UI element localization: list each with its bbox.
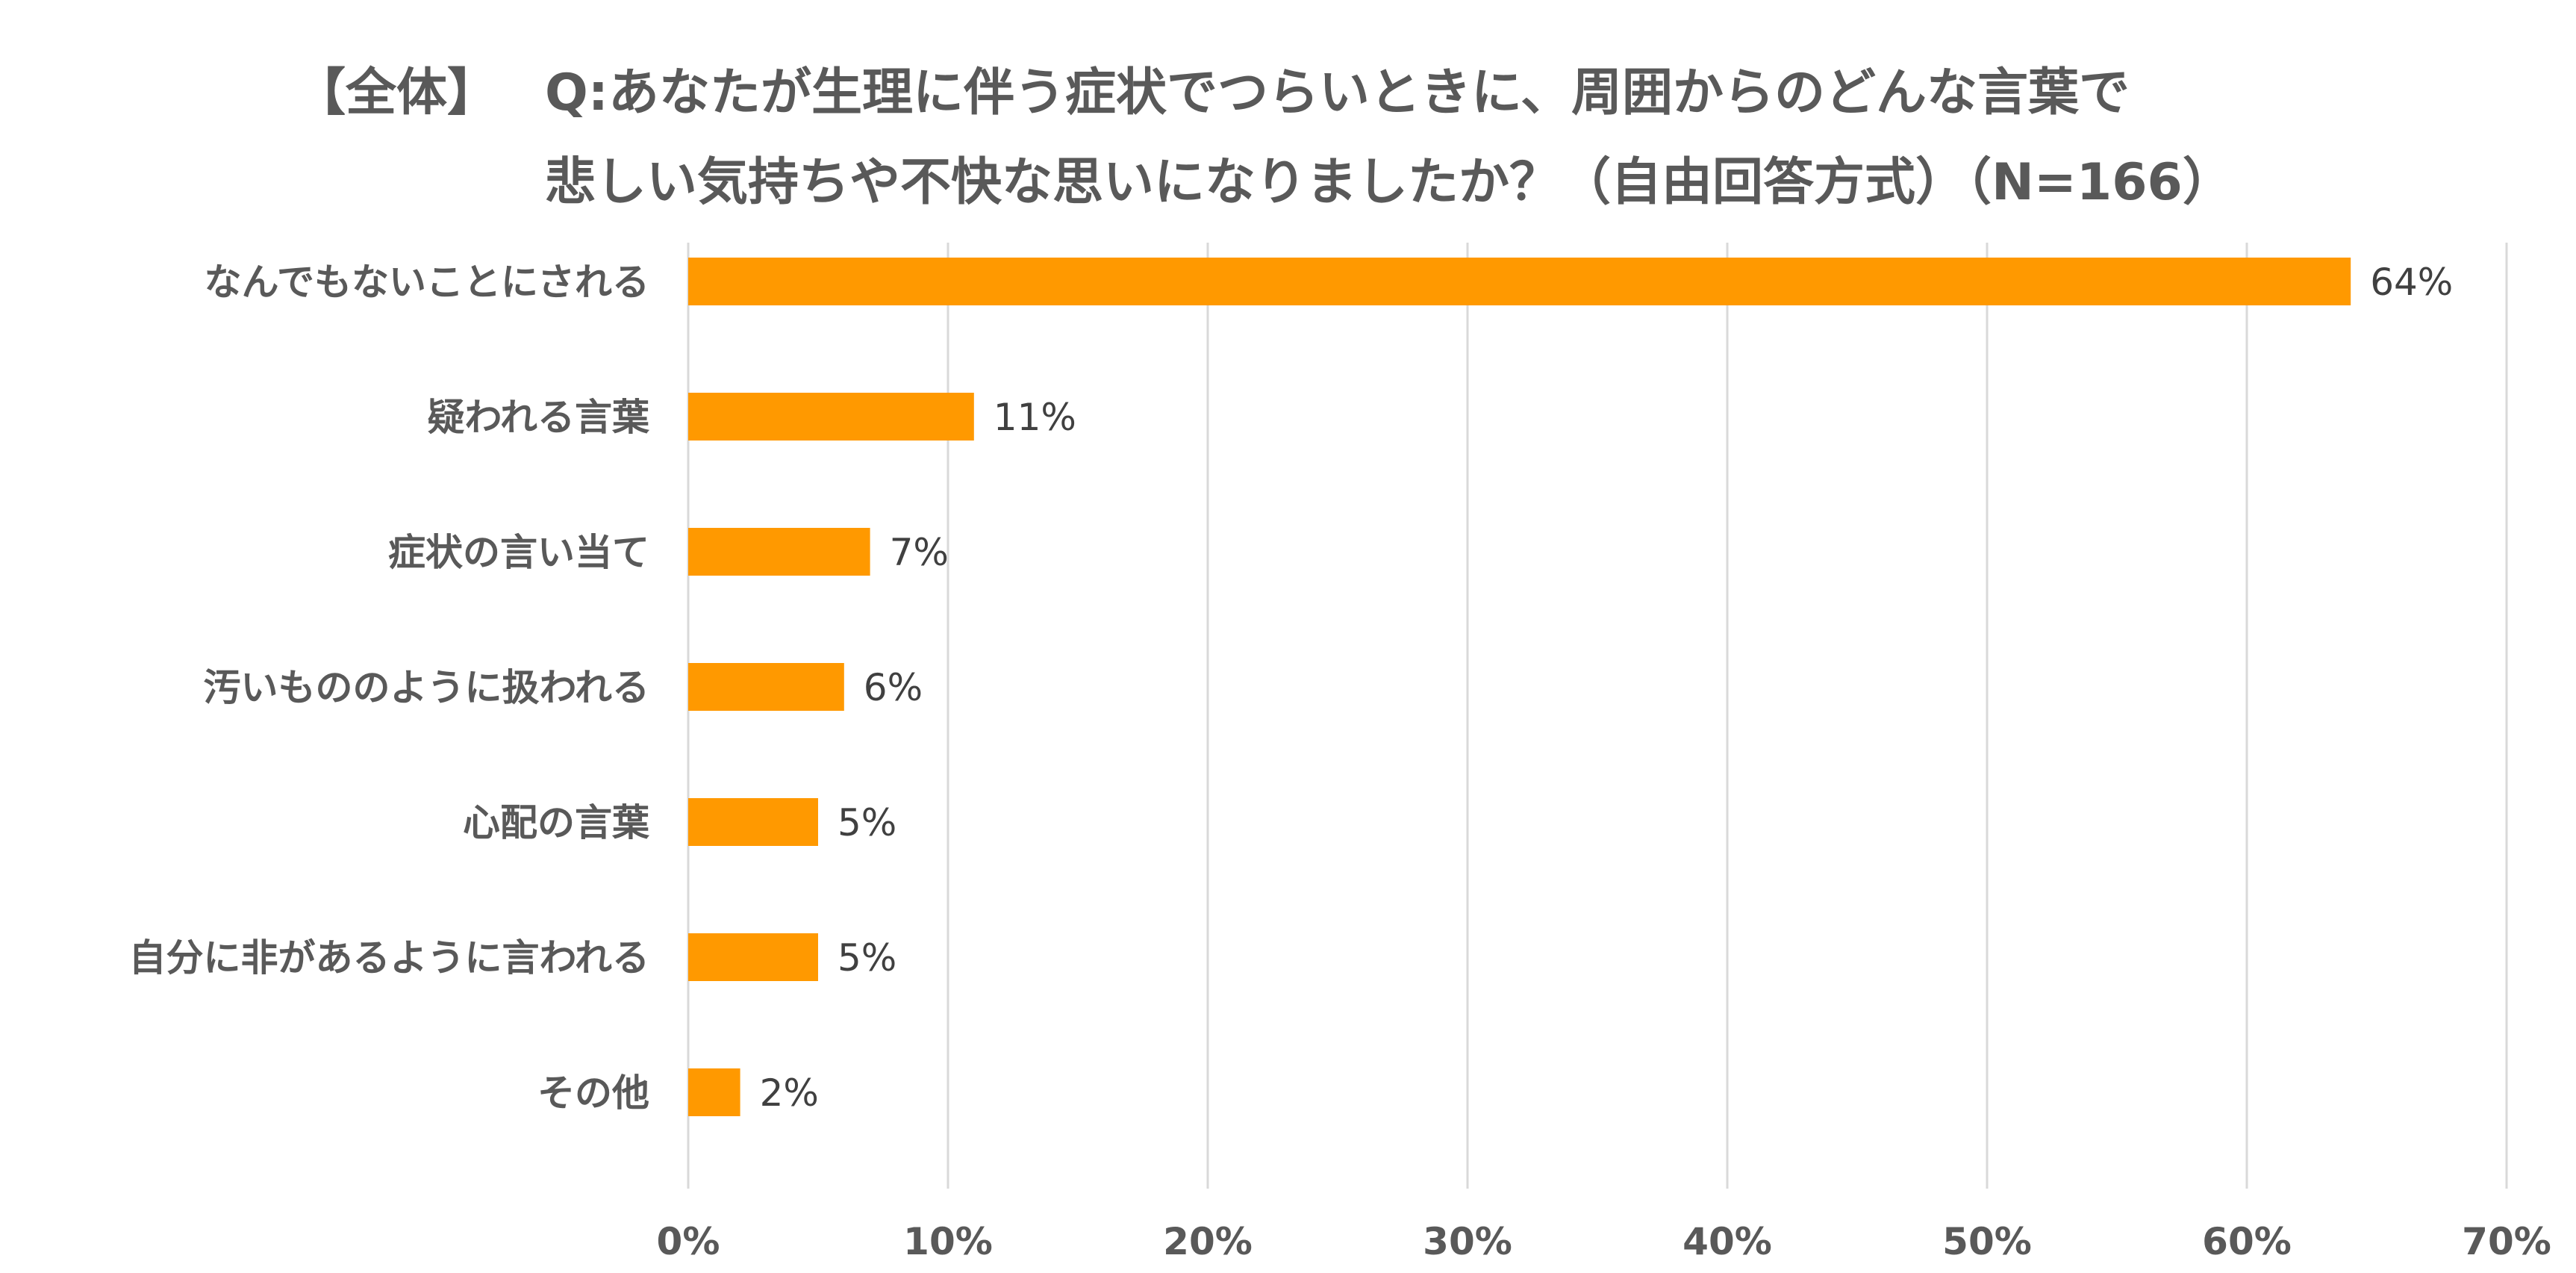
bar: [688, 528, 870, 576]
bar: [688, 1068, 740, 1116]
category-label: 症状の言い当て: [388, 531, 649, 574]
title-question-line2: 悲しい気持ちや不快な思いになりましたか？（自由回答方式）（N=166）: [545, 153, 2233, 212]
bar: [688, 933, 818, 981]
value-label: 7%: [890, 531, 949, 574]
x-tick-label: 30%: [1423, 1220, 1512, 1263]
bar: [688, 798, 818, 846]
x-tick-label: 70%: [2462, 1220, 2551, 1263]
value-label: 6%: [864, 666, 923, 709]
x-tick-label: 50%: [1942, 1220, 2032, 1263]
x-tick-label: 20%: [1163, 1220, 1253, 1263]
value-label: 5%: [838, 801, 896, 844]
category-label: 汚いもののように扱われる: [204, 666, 650, 709]
value-label: 64%: [2370, 261, 2453, 304]
value-labels: 64% 11% 7% 6% 5% 5% 2%: [760, 261, 2454, 1115]
bars: [688, 258, 2351, 1116]
bar: [688, 663, 844, 711]
category-label: なんでもないことにされる: [205, 261, 650, 304]
category-label: 自分に非があるように言われる: [129, 936, 650, 980]
x-tick-label: 0%: [657, 1220, 720, 1263]
bar: [688, 393, 974, 441]
value-label: 5%: [838, 936, 896, 980]
title-question-line1: Q:あなたが生理に伴う症状でつらいときに、周囲からのどんな言葉で: [545, 63, 2130, 122]
value-label: 2%: [760, 1071, 819, 1115]
x-tick-label: 10%: [903, 1220, 993, 1263]
x-axis-tick-labels: 0% 10% 20% 30% 40% 50% 60% 70%: [657, 1220, 2551, 1263]
bar: [688, 258, 2351, 305]
category-label: 心配の言葉: [463, 801, 650, 844]
category-label: その他: [537, 1071, 649, 1115]
category-label: 疑われる言葉: [428, 396, 650, 439]
gridlines: [687, 243, 2508, 1189]
value-label: 11%: [994, 396, 1076, 439]
title-tag: 【全体】: [295, 63, 499, 122]
x-tick-label: 40%: [1682, 1220, 1772, 1263]
category-labels: なんでもないことにされる疑われる言葉症状の言い当て汚いもののように扱われる心配の…: [129, 261, 650, 1115]
x-tick-label: 60%: [2202, 1220, 2292, 1263]
